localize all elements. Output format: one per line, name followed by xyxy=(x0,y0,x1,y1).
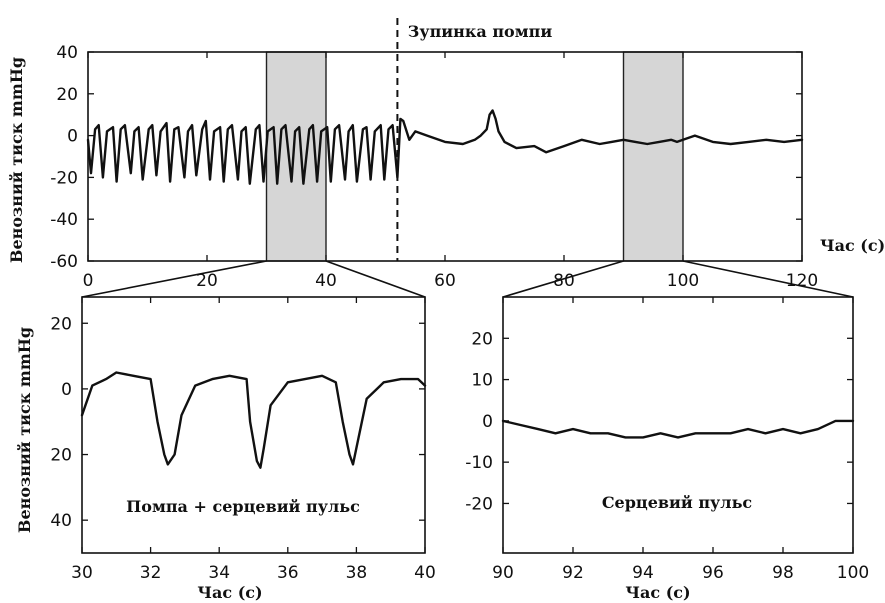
x-tick-label: 40 xyxy=(414,563,436,583)
zoom-connector xyxy=(325,260,426,298)
y-tick-label: 40 xyxy=(50,511,72,531)
x-tick-label: 30 xyxy=(71,563,93,583)
x-tick-label: 34 xyxy=(208,563,230,583)
x-axis-label: Час (с) xyxy=(820,236,885,255)
zoom-connector xyxy=(682,260,854,298)
x-axis-label: Час (с) xyxy=(625,583,690,602)
series-line xyxy=(86,109,804,185)
x-tick-label: 0 xyxy=(83,271,94,291)
series-line xyxy=(80,371,427,469)
x-tick-label: 100 xyxy=(837,563,869,583)
x-axis-label: Час (с) xyxy=(197,583,262,602)
plot-frame xyxy=(81,296,426,554)
x-tick-label: 96 xyxy=(702,563,724,583)
annotation-text: Серцевий пульс xyxy=(602,493,753,512)
x-tick-label: 80 xyxy=(553,271,575,291)
x-tick-label: 40 xyxy=(315,271,337,291)
y-tick-label: 20 xyxy=(56,85,78,105)
y-tick-label: -20 xyxy=(465,494,493,514)
annotation-text: Зупинка помпи xyxy=(408,22,553,41)
panel-bottom-left: 30 32 34 36 38 40 20 0 20 40 Час (с) Венозний тиск … xyxy=(15,296,436,602)
panel-top: 0 20 40 60 80 100 120 -60 -40 -20 0 20 40 Час (с) Вено… xyxy=(7,18,885,291)
series-line xyxy=(501,419,855,439)
y-tick-label: -20 xyxy=(50,168,78,188)
zoom-connector xyxy=(81,260,267,298)
x-tick-label: 90 xyxy=(492,563,514,583)
y-tick-label: 20 xyxy=(50,314,72,334)
x-tick-label: 92 xyxy=(562,563,584,583)
y-tick-label: -10 xyxy=(465,453,493,473)
x-tick-label: 94 xyxy=(632,563,654,583)
x-tick-label: 38 xyxy=(346,563,368,583)
y-tick-label: -40 xyxy=(50,210,78,230)
y-axis-label: Венозний тиск mmHg xyxy=(7,57,26,263)
y-tick-label: 40 xyxy=(56,43,78,63)
x-tick-label: 100 xyxy=(667,271,699,291)
x-tick-label: 120 xyxy=(786,271,818,291)
y-tick-label: -60 xyxy=(50,252,78,272)
y-tick-label: 20 xyxy=(50,446,72,466)
plot-frame xyxy=(502,296,854,554)
zoom-connector xyxy=(502,260,624,298)
y-tick-label: 0 xyxy=(482,412,493,432)
y-axis-label: Венозний тиск mmHg xyxy=(15,327,34,533)
x-tick-label: 32 xyxy=(140,563,162,583)
highlight-region xyxy=(622,51,684,262)
y-tick-label: 10 xyxy=(471,371,493,391)
x-tick-label: 36 xyxy=(277,563,299,583)
x-tick-label: 60 xyxy=(434,271,456,291)
y-tick-label: 0 xyxy=(61,380,72,400)
x-tick-label: 98 xyxy=(772,563,794,583)
y-tick-label: 20 xyxy=(471,329,493,349)
x-tick-label: 20 xyxy=(196,271,218,291)
annotation-text: Помпа + серцевий пульс xyxy=(126,497,360,516)
y-tick-label: 0 xyxy=(67,127,78,147)
